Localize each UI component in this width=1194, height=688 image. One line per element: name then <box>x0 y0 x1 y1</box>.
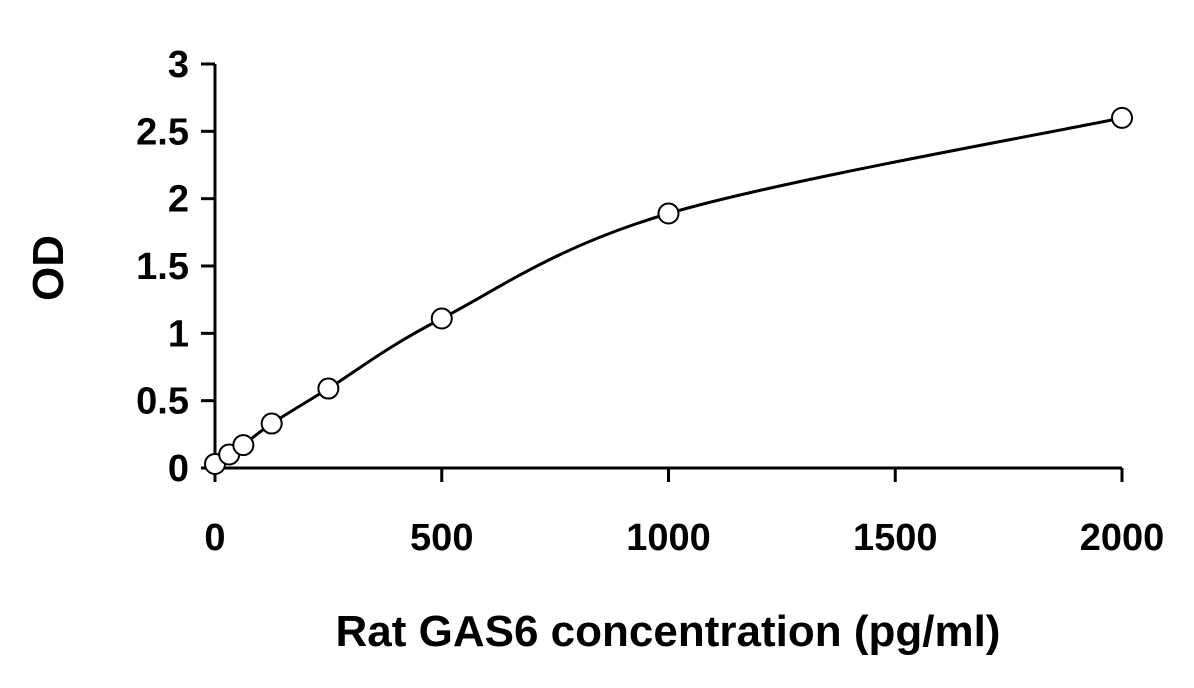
fit-curve <box>214 116 1123 466</box>
data-points-layer <box>204 106 1133 475</box>
x-axis: 0 500 1000 1500 2000 <box>204 466 1165 559</box>
y-axis: 0 0.5 1 1.5 2 2.5 3 <box>136 44 217 490</box>
y-tick-label: 0 <box>168 448 189 490</box>
data-point <box>317 377 340 400</box>
x-tick-label: 0 <box>204 517 225 559</box>
y-tick-label: 2.5 <box>136 111 189 153</box>
x-axis-title: Rat GAS6 concentration (pg/ml) <box>336 607 1001 656</box>
y-tick-label: 2 <box>168 179 189 221</box>
y-axis-title: OD <box>24 235 73 301</box>
fit-curve-layer <box>214 116 1123 466</box>
y-tick-label: 1.5 <box>136 246 189 288</box>
y-tick-label: 1 <box>168 313 189 355</box>
data-point <box>430 307 453 330</box>
x-tick-label: 1000 <box>626 517 711 559</box>
data-point <box>1111 106 1133 129</box>
x-tick-label: 500 <box>410 517 473 559</box>
data-point <box>260 412 283 435</box>
y-tick-label: 0.5 <box>136 381 189 423</box>
data-point <box>232 434 255 457</box>
y-tick-label: 3 <box>168 44 189 86</box>
x-tick-label: 1500 <box>853 517 938 559</box>
data-point <box>657 202 680 225</box>
x-tick-label: 2000 <box>1080 517 1165 559</box>
